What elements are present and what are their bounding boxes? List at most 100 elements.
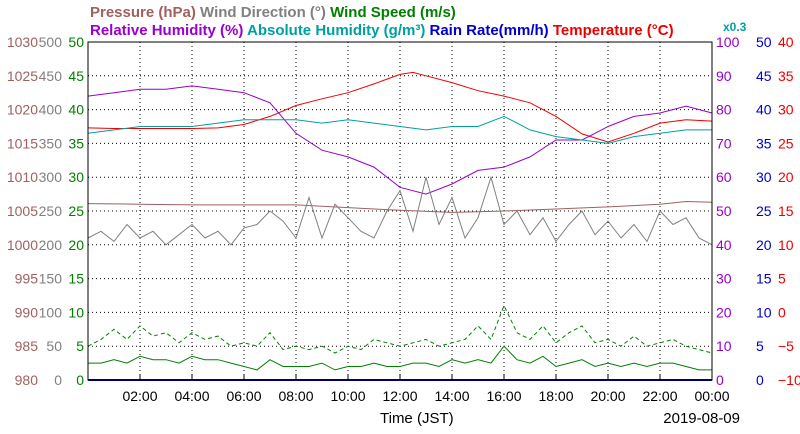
axis-tick-label: 10 — [778, 237, 794, 253]
axis-tick-label: 30 — [68, 169, 84, 185]
legend-entry: Temperature (°C) — [549, 22, 674, 39]
axis-tick-label: 1025 — [7, 68, 38, 84]
axis-tick-label: 20 — [68, 237, 84, 253]
axis-tick-label: 985 — [15, 338, 39, 354]
x-tick-label: 04:00 — [174, 388, 209, 404]
axis-tick-label: 90 — [716, 68, 732, 84]
date-label: 2019-08-09 — [663, 410, 740, 427]
axis-tick-label: 60 — [716, 169, 732, 185]
series-line — [87, 304, 713, 354]
axis-tick-label: 450 — [39, 68, 63, 84]
axis-tick-label: 1020 — [7, 102, 38, 118]
axis-tick-label: 35 — [68, 135, 84, 151]
axis-tick-label: 20 — [716, 304, 732, 320]
axis-tick-label: 0 — [76, 372, 84, 388]
axis-tick-label: 5 — [76, 338, 84, 354]
axis-tick-label: 30 — [778, 102, 794, 118]
axis-tick-label: 0 — [54, 372, 62, 388]
axis-tick-label: 100 — [39, 304, 63, 320]
x-tick-label: 22:00 — [642, 388, 677, 404]
axis-tick-label: −10 — [778, 372, 800, 388]
axis-tick-label: 400 — [39, 102, 63, 118]
x-tick-label: 16:00 — [486, 388, 521, 404]
axis-tick-label: 1030 — [7, 34, 38, 50]
grid — [88, 42, 712, 380]
axis-tick-label: 500 — [39, 34, 63, 50]
axis-tick-label: 1005 — [7, 203, 38, 219]
legend: Pressure (hPa) Wind Direction (°) Wind S… — [90, 4, 747, 39]
axis-tick-label: 5 — [756, 338, 764, 354]
x-tick-label: 20:00 — [590, 388, 625, 404]
axis-tick-label: 50 — [756, 34, 772, 50]
axis-tick-label: 995 — [15, 271, 39, 287]
legend-entry: Wind Speed (m/s) — [326, 4, 456, 21]
axis-tick-label: 10 — [756, 304, 772, 320]
x-tick-label: 18:00 — [538, 388, 573, 404]
axis-tick-label: 1015 — [7, 135, 38, 151]
axis-tick-label: 1000 — [7, 237, 38, 253]
axis-tick-label: 50 — [46, 338, 62, 354]
axis-tick-label: 250 — [39, 203, 63, 219]
axis-tick-label: 0 — [756, 372, 764, 388]
axis-tick-label: 25 — [68, 203, 84, 219]
legend-row-2: Relative Humidity (%) Absolute Humidity … — [90, 22, 674, 39]
axis-tick-label: 40 — [778, 34, 794, 50]
series-line — [87, 85, 713, 195]
axis-tick-label: 150 — [39, 271, 63, 287]
axis-tick-label: 990 — [15, 304, 39, 320]
x-tick-label: 14:00 — [434, 388, 469, 404]
axis-tick-label: 20 — [778, 169, 794, 185]
series-line — [87, 115, 712, 144]
axis-tick-label: 100 — [716, 34, 740, 50]
series-line — [87, 71, 713, 143]
legend-entry: Rain Rate(mm/h) — [425, 22, 548, 39]
axis-tick-label: 5 — [778, 271, 786, 287]
axis-tick-label: 0 — [716, 372, 724, 388]
legend-entry: Relative Humidity (%) — [90, 22, 243, 39]
x-tick-label: 06:00 — [226, 388, 261, 404]
axis-tick-label: 45 — [756, 68, 772, 84]
x-tick-label: 12:00 — [382, 388, 417, 404]
axis-tick-label: 10 — [68, 304, 84, 320]
axis-tick-label: 25 — [756, 203, 772, 219]
legend-entry: Pressure (hPa) — [90, 4, 196, 21]
axis-tick-label: 0 — [778, 304, 786, 320]
axis-tick-label: 980 — [15, 372, 39, 388]
axis-tick-label: 50 — [68, 34, 84, 50]
axis-tick-label: 15 — [778, 203, 794, 219]
axis-tick-label: 1010 — [7, 169, 38, 185]
axis-ticks: 1030102510201015101010051000995990985980… — [7, 34, 800, 404]
axis-tick-label: 25 — [778, 135, 794, 151]
legend-entry: Wind Direction (°) — [196, 4, 326, 21]
axis-tick-label: 40 — [68, 102, 84, 118]
legend-entry: Absolute Humidity (g/m³) — [243, 22, 425, 39]
x-tick-label: 02:00 — [122, 388, 157, 404]
axis-tick-label: 40 — [716, 237, 732, 253]
axis-tick-label: 15 — [68, 271, 84, 287]
axis-tick-label: 45 — [68, 68, 84, 84]
axis-tick-label: 35 — [778, 68, 794, 84]
series-line — [87, 175, 713, 246]
series-line — [88, 345, 712, 371]
series-line — [87, 200, 713, 213]
axis-tick-label: 40 — [756, 102, 772, 118]
axis-tick-label: 350 — [39, 135, 63, 151]
legend-row-1: Pressure (hPa) Wind Direction (°) Wind S… — [90, 4, 456, 21]
x-tick-label: 10:00 — [330, 388, 365, 404]
x-tick-label: 00:00 — [694, 388, 729, 404]
axis-tick-label: 200 — [39, 237, 63, 253]
axis-tick-label: 15 — [756, 271, 772, 287]
axis-tick-label: 30 — [756, 169, 772, 185]
axis-tick-label: 35 — [756, 135, 772, 151]
scale-note: x0.3 — [723, 20, 747, 34]
axis-tick-label: 70 — [716, 135, 732, 151]
axis-tick-label: 20 — [756, 237, 772, 253]
axis-tick-label: 30 — [716, 271, 732, 287]
axis-tick-label: 300 — [39, 169, 63, 185]
x-tick-label: 08:00 — [278, 388, 313, 404]
x-axis-label: Time (JST) — [380, 410, 454, 427]
axis-tick-label: 80 — [716, 102, 732, 118]
axis-tick-label: 50 — [716, 203, 732, 219]
